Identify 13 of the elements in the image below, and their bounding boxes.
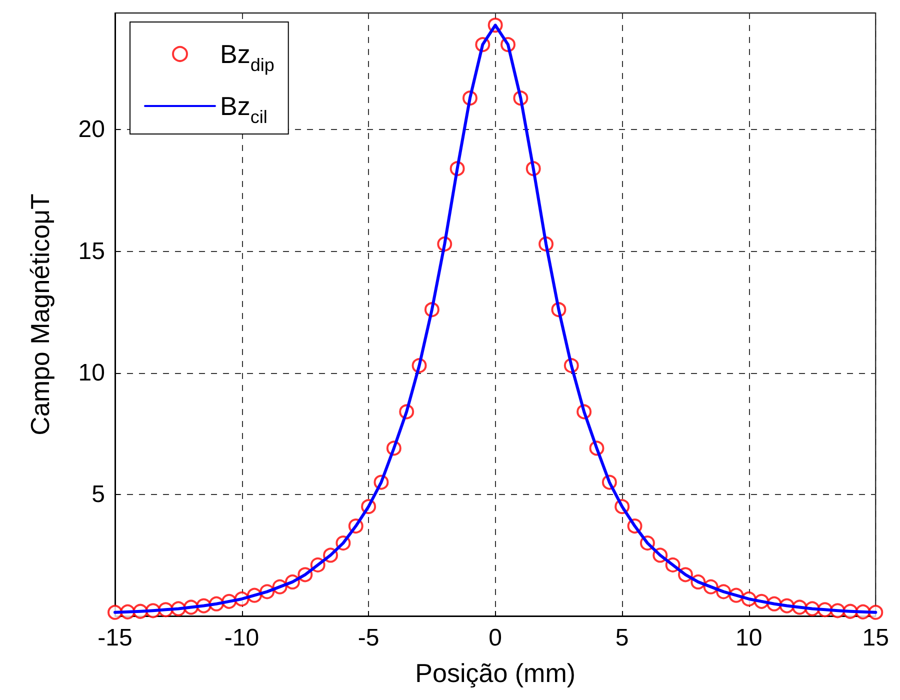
- y-tick-label: 5: [92, 480, 105, 508]
- x-tick-label: -10: [224, 624, 260, 652]
- x-tick-label: -5: [358, 624, 380, 652]
- x-axis-title: Posição (mm): [415, 658, 576, 688]
- y-axis-title: Campo MagnéticoμT: [25, 193, 55, 436]
- x-tick-label: 0: [488, 624, 502, 652]
- y-tick-label: 15: [78, 238, 105, 265]
- y-tick-label: 20: [78, 116, 105, 144]
- x-tick-label: 10: [736, 624, 762, 652]
- x-tick-label: 5: [615, 624, 629, 652]
- y-tick-label: 10: [78, 359, 105, 386]
- x-tick-label: -15: [98, 624, 132, 652]
- x-tick-label: 15: [862, 624, 890, 652]
